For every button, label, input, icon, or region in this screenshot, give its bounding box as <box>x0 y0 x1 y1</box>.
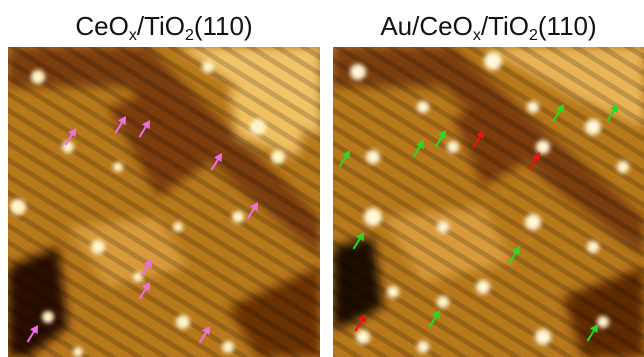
arrow-head <box>117 116 126 126</box>
green-arrow <box>434 130 446 148</box>
arrow-head <box>141 120 150 130</box>
left-stm-image <box>8 47 320 357</box>
arrow-shaft <box>508 250 518 264</box>
arrow-head <box>143 259 152 269</box>
arrow-head <box>67 128 76 138</box>
arrow-shaft <box>64 132 74 146</box>
arrow-head <box>437 130 446 140</box>
arrow-head <box>415 140 424 150</box>
arrow-shaft <box>26 329 36 343</box>
green-arrow <box>338 150 350 168</box>
red-arrow <box>354 314 366 332</box>
arrow-shaft <box>198 330 208 344</box>
arrow-shaft <box>210 157 220 171</box>
arrow-shaft <box>138 286 148 300</box>
pink-arrow <box>210 153 222 171</box>
arrow-head <box>341 150 350 160</box>
green-arrow <box>586 324 598 342</box>
arrow-shaft <box>586 328 596 342</box>
arrow-head <box>589 324 598 334</box>
pink-arrow <box>64 128 76 146</box>
left-arrows <box>26 116 258 344</box>
red-arrow <box>472 130 484 148</box>
arrow-shaft <box>246 206 256 220</box>
arrow-shaft <box>606 108 616 122</box>
arrow-shaft <box>552 108 562 122</box>
arrow-head <box>555 104 564 114</box>
arrow-head <box>531 152 540 162</box>
green-arrow <box>552 104 564 122</box>
arrow-shaft <box>434 134 444 148</box>
pink-arrow <box>138 120 150 138</box>
pink-arrow <box>138 282 150 300</box>
arrow-shaft <box>472 134 482 148</box>
arrow-shaft <box>114 120 124 134</box>
arrow-shaft <box>528 156 538 170</box>
red-arrow <box>528 152 540 170</box>
arrow-head <box>355 232 364 242</box>
arrow-shaft <box>412 144 422 158</box>
arrow-head <box>431 310 440 320</box>
left-panel-title: CeOx/TiO2(110) <box>75 11 253 44</box>
arrow-head <box>213 153 222 163</box>
pink-arrow <box>140 259 152 277</box>
arrow-shaft <box>140 263 150 277</box>
arrow-head <box>475 130 484 140</box>
green-arrow <box>352 232 364 250</box>
arrow-head <box>201 326 210 336</box>
arrow-shaft <box>352 236 362 250</box>
arrow-head <box>609 104 618 114</box>
arrow-head <box>29 325 38 335</box>
arrow-shaft <box>338 154 348 168</box>
right-stm-image <box>333 47 644 357</box>
arrow-head <box>141 282 150 292</box>
arrow-shaft <box>428 314 438 328</box>
green-arrow <box>428 310 440 328</box>
right-panel-title: Au/CeOx/TiO2(110) <box>380 11 597 44</box>
green-arrow <box>606 104 618 122</box>
left-stm-svg <box>8 47 320 357</box>
arrow-head <box>249 202 258 212</box>
right-arrows <box>338 104 618 342</box>
arrow-head <box>511 246 520 256</box>
pink-arrow <box>246 202 258 220</box>
arrow-shaft <box>138 124 148 138</box>
green-arrow <box>412 140 424 158</box>
green-arrow <box>508 246 520 264</box>
arrow-shaft <box>354 318 364 332</box>
right-stm-svg <box>333 47 644 357</box>
pink-arrow <box>198 326 210 344</box>
arrow-head <box>357 314 366 324</box>
pink-arrow <box>26 325 38 343</box>
pink-arrow <box>114 116 126 134</box>
